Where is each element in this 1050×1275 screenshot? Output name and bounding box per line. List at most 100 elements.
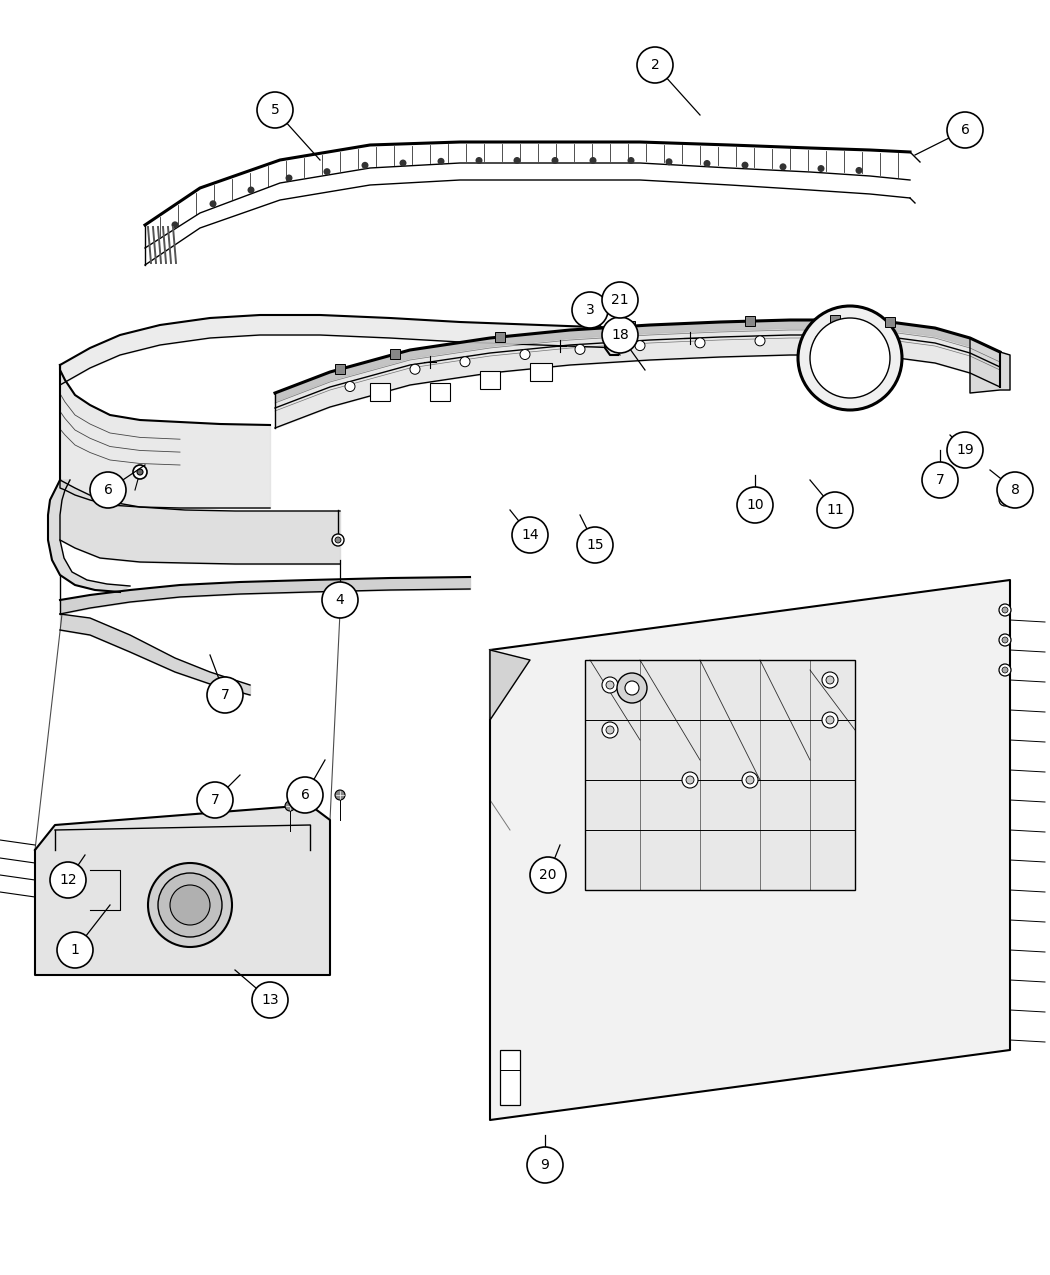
Circle shape	[332, 534, 344, 546]
Text: 15: 15	[586, 538, 604, 552]
Text: 18: 18	[611, 328, 629, 342]
Circle shape	[513, 157, 521, 164]
Circle shape	[755, 335, 765, 346]
Circle shape	[170, 885, 210, 924]
Circle shape	[666, 158, 672, 166]
Circle shape	[287, 776, 323, 813]
Circle shape	[335, 537, 341, 543]
Text: 2: 2	[651, 57, 659, 71]
Circle shape	[50, 862, 86, 898]
Circle shape	[136, 469, 143, 476]
Circle shape	[551, 157, 559, 164]
Text: 19: 19	[957, 442, 974, 456]
Circle shape	[520, 349, 530, 360]
Circle shape	[575, 344, 585, 354]
Circle shape	[602, 317, 638, 353]
Circle shape	[682, 771, 698, 788]
Text: 21: 21	[611, 293, 629, 307]
Text: 4: 4	[336, 593, 344, 607]
Circle shape	[1002, 667, 1008, 673]
Circle shape	[947, 432, 983, 468]
Polygon shape	[48, 479, 130, 592]
Circle shape	[686, 776, 694, 784]
Circle shape	[635, 340, 645, 351]
Circle shape	[741, 162, 749, 168]
Circle shape	[798, 306, 902, 411]
Text: 9: 9	[541, 1158, 549, 1172]
Circle shape	[476, 157, 483, 164]
Circle shape	[602, 677, 618, 694]
Circle shape	[210, 200, 216, 208]
Circle shape	[810, 317, 890, 398]
Bar	[746, 316, 755, 326]
Circle shape	[133, 465, 147, 479]
Bar	[480, 371, 500, 389]
Circle shape	[602, 722, 618, 738]
Circle shape	[197, 782, 233, 819]
Circle shape	[207, 677, 243, 713]
Circle shape	[999, 493, 1011, 506]
Bar	[495, 332, 505, 342]
Bar	[585, 660, 855, 890]
Circle shape	[922, 462, 958, 499]
Circle shape	[335, 790, 345, 799]
Circle shape	[345, 381, 355, 391]
Circle shape	[285, 801, 295, 811]
Circle shape	[512, 516, 548, 553]
Circle shape	[637, 47, 673, 83]
Text: 7: 7	[211, 793, 219, 807]
Text: 1: 1	[70, 944, 80, 958]
Circle shape	[171, 222, 178, 228]
Circle shape	[856, 167, 862, 173]
Circle shape	[158, 873, 222, 937]
Text: 7: 7	[220, 688, 229, 703]
Text: 12: 12	[59, 873, 77, 887]
Circle shape	[737, 487, 773, 523]
Circle shape	[399, 159, 406, 167]
Text: 13: 13	[261, 993, 279, 1007]
Text: 8: 8	[1010, 483, 1020, 497]
Circle shape	[875, 337, 885, 347]
Bar	[370, 382, 390, 402]
Bar	[430, 382, 450, 402]
Circle shape	[826, 717, 834, 724]
Circle shape	[999, 634, 1011, 646]
Circle shape	[602, 282, 638, 317]
Text: 6: 6	[300, 788, 310, 802]
Circle shape	[815, 335, 825, 346]
Text: 6: 6	[104, 483, 112, 497]
Polygon shape	[490, 650, 530, 720]
Text: 5: 5	[271, 103, 279, 117]
Circle shape	[57, 932, 93, 968]
Circle shape	[817, 492, 853, 528]
Circle shape	[822, 711, 838, 728]
Circle shape	[826, 676, 834, 683]
Text: 6: 6	[961, 122, 969, 136]
Circle shape	[90, 472, 126, 507]
Circle shape	[617, 673, 647, 703]
Circle shape	[323, 168, 331, 175]
Circle shape	[628, 157, 634, 164]
Circle shape	[252, 982, 288, 1017]
Circle shape	[606, 725, 614, 734]
Circle shape	[248, 186, 254, 194]
Circle shape	[742, 771, 758, 788]
Bar	[530, 363, 552, 381]
Circle shape	[999, 604, 1011, 616]
Circle shape	[818, 164, 824, 172]
Bar	[830, 315, 840, 325]
Circle shape	[322, 581, 358, 618]
Text: 10: 10	[747, 499, 763, 513]
Text: 3: 3	[586, 303, 594, 317]
Bar	[885, 317, 895, 326]
Circle shape	[257, 92, 293, 128]
Text: 11: 11	[826, 504, 844, 516]
Circle shape	[589, 157, 596, 164]
Circle shape	[572, 292, 608, 328]
Text: 14: 14	[521, 528, 539, 542]
Text: 20: 20	[540, 868, 557, 882]
Circle shape	[438, 158, 444, 164]
Polygon shape	[490, 580, 1010, 1119]
Bar	[390, 349, 400, 360]
Circle shape	[361, 162, 369, 168]
